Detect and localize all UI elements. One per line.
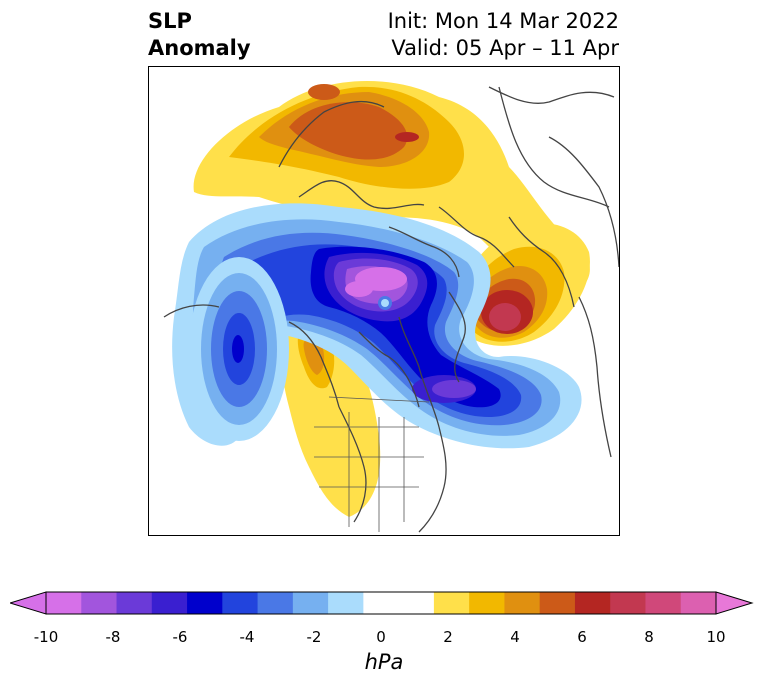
- us-state-borders: [314, 396, 430, 532]
- colorbar-segment: [433, 592, 470, 614]
- colorbar-segment: [151, 592, 188, 614]
- colorbar-segment: [222, 592, 259, 614]
- title-line-2: Anomaly: [148, 36, 251, 60]
- colorbar-tick-label: 4: [510, 628, 520, 646]
- colorbar-low-extension: [10, 591, 47, 615]
- valid-date-range: Valid: 05 Apr – 11 Apr: [391, 36, 619, 60]
- colorbar-segment: [81, 592, 118, 614]
- colorbar-tick-label: 2: [443, 628, 453, 646]
- colorbar-units: hPa: [364, 650, 404, 674]
- map-title: SLP Anomaly: [148, 8, 251, 62]
- colorbar-high-extension: [715, 591, 754, 615]
- coastlines: [163, 86, 619, 533]
- colorbar-tick-label: -6: [172, 628, 188, 646]
- colorbar-segment: [539, 592, 576, 614]
- colorbar-segment: [610, 592, 646, 614]
- colorbar-segment: [504, 592, 541, 614]
- colorbar-outline: [45, 591, 717, 615]
- negative-anomaly-pacific: [189, 257, 289, 441]
- colorbar-segment: [363, 592, 400, 614]
- colorbar-tick-label: -4: [239, 628, 255, 646]
- colorbar-segment: [292, 592, 329, 614]
- colorbar-segment: [680, 592, 717, 614]
- colorbar-tick-label: 6: [577, 628, 587, 646]
- colorbar-tick-label: -8: [105, 628, 121, 646]
- colorbar-tick-label: 8: [644, 628, 654, 646]
- anomaly-map: [148, 66, 620, 536]
- map-canvas: [163, 80, 619, 533]
- colorbar-tick-label: -10: [33, 628, 59, 646]
- colorbar-segments: [46, 592, 717, 614]
- colorbar-segment: [469, 592, 505, 614]
- colorbar: [10, 591, 754, 615]
- colorbar-tick-label: -2: [306, 628, 322, 646]
- colorbar-segment: [116, 592, 153, 614]
- colorbar-segment: [328, 592, 364, 614]
- date-info: Init: Mon 14 Mar 2022 Valid: 05 Apr – 11…: [388, 8, 619, 62]
- title-line-1: SLP: [148, 9, 192, 33]
- colorbar-segment: [257, 592, 294, 614]
- colorbar-tick-label: 10: [706, 628, 726, 646]
- negative-anomaly-arctic: [172, 203, 582, 449]
- colorbar-tick-label: 0: [376, 628, 386, 646]
- colorbar-segment: [574, 592, 611, 614]
- init-date: Init: Mon 14 Mar 2022: [387, 9, 619, 33]
- colorbar-segment: [645, 592, 682, 614]
- colorbar-segment: [398, 592, 435, 614]
- colorbar-segment: [187, 592, 223, 614]
- colorbar-segment: [46, 592, 82, 614]
